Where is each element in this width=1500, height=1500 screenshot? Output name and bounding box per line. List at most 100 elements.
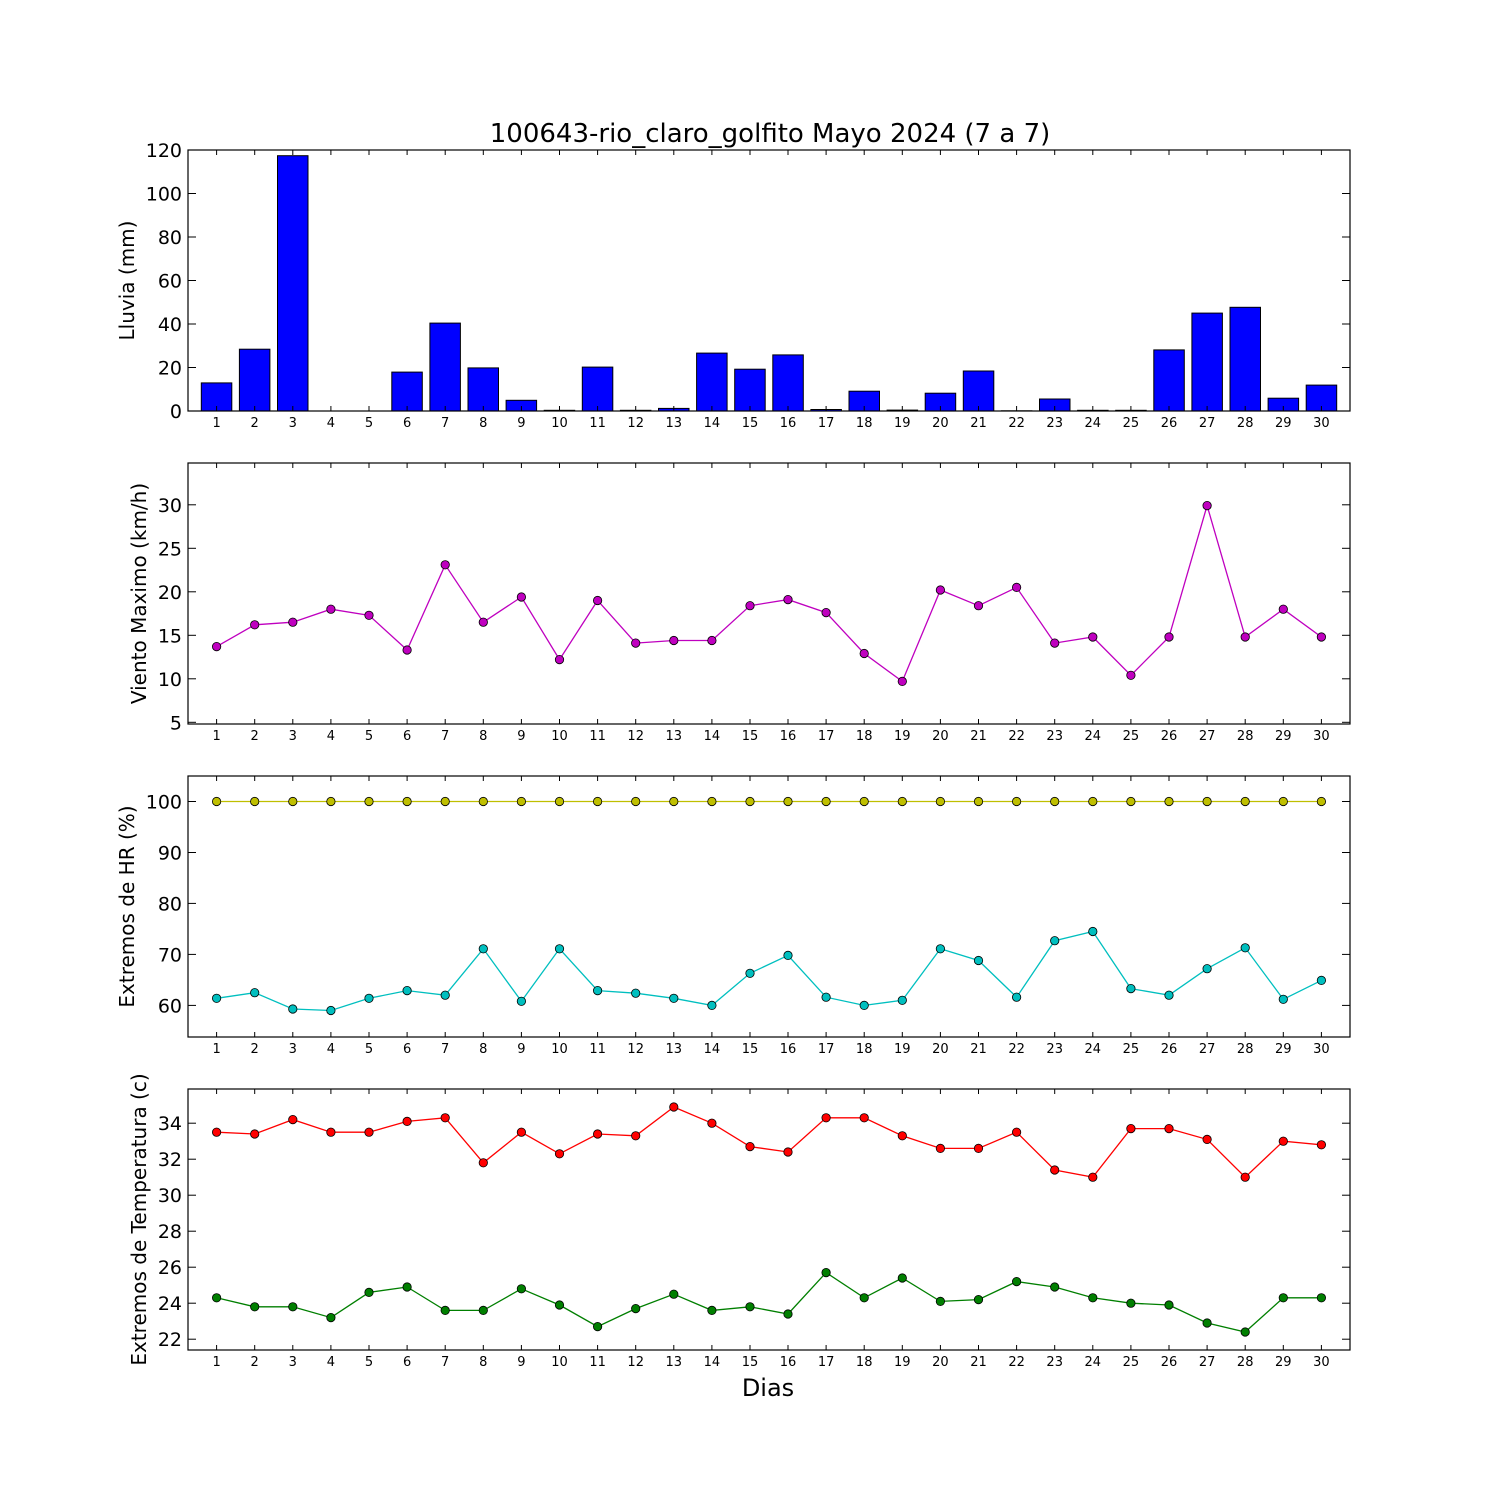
x-tick-label: 4 (327, 729, 335, 744)
x-tick-label: 10 (551, 416, 568, 431)
point-s2-day-3 (288, 1302, 298, 1312)
y-tick-label: 120 (146, 140, 182, 162)
point-s2-day-17 (821, 1268, 831, 1278)
series-line-1 (216, 503, 1322, 683)
point-s1-day-10 (554, 1149, 565, 1159)
x-tick-label: 1 (212, 416, 220, 431)
y-tick-label: 26 (158, 1257, 182, 1279)
point-s1-day-7 (440, 1113, 450, 1123)
point-s2-day-12 (631, 1304, 641, 1314)
x-tick-label: 5 (365, 1042, 373, 1057)
x-tick-label: 24 (1085, 729, 1102, 744)
point-s1-day-17 (821, 796, 831, 807)
point-s1-day-16 (783, 796, 793, 807)
x-tick-label: 6 (403, 1355, 411, 1370)
x-tick-label: 12 (627, 416, 644, 431)
x-tick-label: 29 (1275, 1042, 1292, 1057)
x-tick-label: 30 (1313, 1355, 1330, 1370)
y-tick-label: 60 (158, 995, 182, 1017)
y-tick-label: 100 (146, 792, 182, 814)
point-s2-day-16 (783, 1309, 793, 1319)
y-tick-label: 25 (158, 538, 182, 560)
x-tick-label: 19 (894, 729, 911, 744)
point-s2-day-1 (212, 993, 222, 1003)
x-tick-label: 30 (1313, 1042, 1330, 1057)
point-s2-day-24 (1088, 926, 1098, 937)
x-tick-label: 25 (1123, 1355, 1140, 1370)
x-tick-label: 21 (970, 416, 987, 431)
point-s2-day-27 (1202, 964, 1212, 974)
point-s2-day-14 (707, 1000, 717, 1011)
point-s1-day-15 (745, 1142, 755, 1152)
point-s1-day-24 (1088, 796, 1098, 807)
x-tick-label: 9 (517, 1355, 525, 1370)
point-s1-day-10 (554, 654, 565, 665)
point-s1-day-8 (478, 796, 488, 807)
point-s1-day-8 (478, 617, 488, 627)
point-s1-day-13 (669, 1102, 679, 1112)
point-s2-day-26 (1164, 990, 1174, 1000)
point-s1-day-25 (1126, 670, 1136, 680)
point-s2-day-18 (859, 1293, 869, 1303)
point-s1-day-2 (250, 1129, 260, 1139)
x-tick-label: 2 (251, 1355, 259, 1370)
x-tick-label: 6 (403, 1042, 411, 1057)
x-tick-label: 1 (212, 729, 220, 744)
x-tick-label: 2 (251, 729, 259, 744)
series-line-2 (216, 1271, 1322, 1333)
point-s1-day-9 (516, 1127, 527, 1137)
x-tick-label: 20 (932, 729, 949, 744)
x-tick-label: 4 (327, 1355, 335, 1370)
point-s2-day-24 (1088, 1293, 1098, 1303)
axes-frame (187, 1088, 1351, 1351)
x-tick-label: 24 (1085, 416, 1102, 431)
x-tick-label: 18 (856, 1042, 873, 1057)
point-s2-day-5 (364, 993, 374, 1003)
bar-day-28 (1229, 306, 1261, 412)
point-s1-day-14 (707, 1118, 717, 1128)
point-s2-day-17 (821, 992, 831, 1002)
y-axis-label: Extremos de Temperatura (c) (127, 1073, 151, 1365)
x-tick-label: 10 (551, 1042, 568, 1057)
x-tick-label: 7 (441, 1355, 449, 1370)
bar-day-15 (734, 368, 766, 412)
point-s1-day-22 (1011, 582, 1022, 593)
x-tick-label: 29 (1275, 729, 1292, 744)
panel-4: 1 2 3 4 5 6 7 8 9 10 11 12 13 14 15 16 17 18 19 20 21 22 23 24 2… (127, 1073, 1351, 1370)
x-tick-label: 18 (856, 729, 873, 744)
point-s1-day-12 (631, 638, 641, 648)
x-tick-label: 27 (1199, 416, 1216, 431)
x-tick-label: 17 (818, 729, 835, 744)
point-s2-day-15 (745, 968, 755, 978)
point-s1-day-11 (592, 796, 603, 807)
y-tick-label: 20 (158, 582, 182, 604)
point-s2-day-11 (592, 1322, 603, 1332)
point-s1-day-10 (554, 796, 565, 807)
point-s2-day-8 (478, 944, 488, 954)
point-s1-day-23 (1050, 1165, 1060, 1175)
x-tick-label: 8 (479, 1355, 487, 1370)
x-tick-label: 7 (441, 1042, 449, 1057)
bar-day-27 (1191, 312, 1223, 412)
point-s1-day-30 (1316, 1140, 1327, 1150)
x-tick-label: 27 (1199, 1355, 1216, 1370)
y-tick-label: 28 (158, 1221, 182, 1243)
point-s1-day-29 (1278, 604, 1288, 614)
x-tick-label: 24 (1085, 1042, 1102, 1057)
x-tick-label: 13 (666, 1355, 683, 1370)
point-s1-day-20 (935, 796, 946, 807)
x-tick-label: 14 (704, 1355, 721, 1370)
point-s1-day-27 (1202, 796, 1212, 807)
x-tick-label: 4 (327, 1042, 335, 1057)
point-s2-day-29 (1278, 1293, 1288, 1303)
point-s2-day-25 (1126, 1298, 1136, 1308)
point-s2-day-19 (897, 995, 907, 1005)
point-s2-day-5 (364, 1287, 374, 1298)
y-tick-label: 5 (170, 712, 182, 734)
x-tick-label: 4 (327, 416, 335, 431)
x-tick-label: 16 (780, 416, 797, 431)
point-s1-day-20 (935, 1143, 946, 1154)
point-s2-day-30 (1316, 1293, 1327, 1303)
y-tick-label: 22 (158, 1329, 182, 1351)
point-s1-day-19 (897, 1131, 907, 1141)
